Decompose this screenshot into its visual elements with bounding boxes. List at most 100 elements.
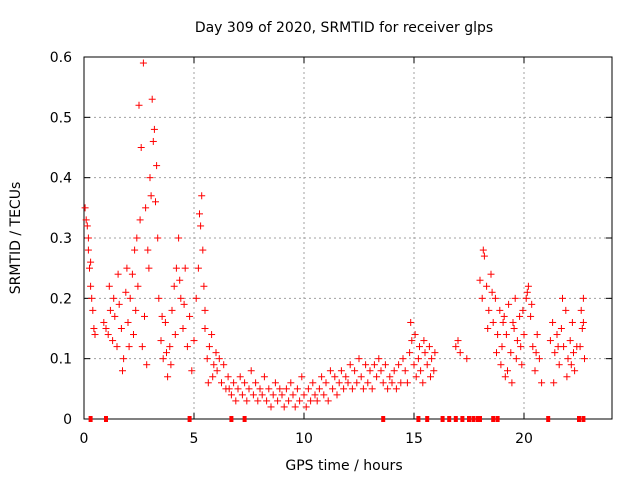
data-point	[278, 391, 286, 399]
data-point	[88, 294, 96, 302]
data-point	[551, 349, 559, 357]
data-point	[82, 216, 90, 224]
x-tick-label: 0	[80, 431, 89, 447]
data-point	[364, 379, 372, 387]
data-point	[520, 331, 528, 339]
data-point	[550, 379, 558, 387]
data-point	[265, 385, 273, 393]
data-point	[285, 397, 293, 405]
data-point	[522, 294, 530, 302]
data-point	[260, 373, 268, 381]
data-point	[440, 416, 445, 422]
data-point	[425, 416, 430, 422]
data-point	[395, 361, 403, 369]
data-point	[392, 385, 400, 393]
data-point	[208, 331, 216, 339]
data-point	[491, 416, 496, 422]
data-point	[346, 361, 354, 369]
data-point	[315, 385, 323, 393]
data-point	[123, 264, 131, 272]
data-point	[421, 349, 429, 357]
data-point	[501, 373, 509, 381]
data-point	[401, 367, 409, 375]
data-point	[131, 246, 139, 254]
data-point	[159, 355, 167, 363]
data-point	[566, 337, 574, 345]
data-point	[164, 373, 172, 381]
data-point	[479, 246, 487, 254]
data-point	[201, 306, 209, 314]
data-point	[236, 373, 244, 381]
data-point	[579, 318, 587, 326]
data-point	[523, 288, 531, 296]
data-point	[242, 416, 247, 422]
data-point	[177, 294, 185, 302]
data-point	[511, 294, 519, 302]
y-axis-label: SRMTID / TECUs	[8, 182, 24, 295]
data-point	[494, 331, 502, 339]
data-point	[351, 367, 359, 375]
data-point	[203, 355, 211, 363]
data-point	[139, 59, 147, 67]
data-point	[348, 385, 356, 393]
data-point	[427, 373, 434, 381]
data-point	[456, 349, 464, 357]
data-point	[326, 367, 334, 375]
data-point	[298, 373, 306, 381]
data-point	[138, 343, 146, 351]
data-point	[289, 391, 297, 399]
data-point	[370, 361, 378, 369]
data-point	[497, 361, 505, 369]
y-tick-label: 0.4	[50, 171, 72, 187]
data-point	[200, 282, 208, 290]
data-point	[258, 391, 266, 399]
data-point	[256, 385, 264, 393]
data-point	[186, 312, 194, 320]
data-point	[81, 204, 89, 212]
data-point	[313, 397, 321, 405]
data-point	[532, 349, 540, 357]
data-point	[143, 361, 151, 369]
data-point	[144, 246, 152, 254]
data-point	[213, 367, 221, 375]
data-point	[362, 361, 370, 369]
data-point	[381, 361, 389, 369]
data-point	[408, 337, 416, 345]
data-point	[243, 397, 251, 405]
data-point	[491, 294, 499, 302]
data-point	[519, 306, 527, 314]
data-point	[225, 385, 233, 393]
chart-title: Day 309 of 2020, SRMTID for receiver glp…	[195, 20, 493, 36]
y-tick-label: 0.3	[50, 231, 72, 247]
data-point	[150, 125, 158, 133]
data-point	[198, 192, 206, 200]
x-tick-label: 15	[405, 431, 423, 447]
data-point	[567, 361, 575, 369]
data-point	[406, 349, 414, 357]
data-point	[359, 385, 367, 393]
data-point	[478, 294, 486, 302]
data-point	[152, 198, 159, 206]
data-point	[509, 318, 517, 326]
data-point	[500, 312, 508, 320]
data-point	[119, 367, 126, 375]
data-point	[564, 355, 572, 363]
data-point	[134, 282, 142, 290]
data-point	[302, 403, 310, 411]
data-point	[291, 403, 299, 411]
data-point	[87, 282, 95, 290]
data-point	[554, 343, 562, 351]
data-point	[176, 276, 184, 284]
data-point	[333, 391, 341, 399]
data-point	[517, 343, 525, 351]
data-point	[568, 318, 576, 326]
ticks: 0 5 10 15 20 0 0.1 0.2 0.3 0.4 0.5 0.6	[50, 50, 612, 447]
data-point	[212, 349, 220, 357]
data-point	[460, 416, 465, 422]
data-point	[430, 367, 438, 375]
data-point	[172, 264, 180, 272]
data-point	[353, 379, 361, 387]
data-point	[89, 306, 97, 314]
data-point	[209, 373, 217, 381]
